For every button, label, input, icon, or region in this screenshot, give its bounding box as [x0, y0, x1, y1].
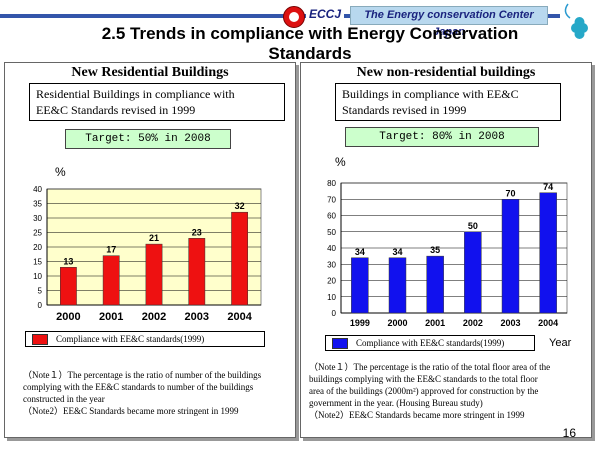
eccj-logo-icon [283, 6, 305, 28]
nonres-x-tick-label-1999: 1999 [350, 318, 370, 328]
nonres-bar-2002 [464, 231, 482, 314]
res-y-tick-label: 10 [33, 272, 42, 281]
res-data-label-2002: 21 [149, 233, 159, 243]
res-y-tick-label: 25 [33, 229, 42, 238]
nonres-y-tick-label: 70 [327, 195, 336, 204]
res-bar-2001 [102, 255, 120, 306]
org-name-badge: The Energy conservation Center Japan [350, 6, 548, 38]
nonres-data-label-2001: 35 [430, 245, 440, 255]
residential-desc-line1: Residential Buildings in compliance with [36, 87, 235, 101]
residential-desc-line2: EE&C Standards revised in 1999 [36, 103, 196, 117]
res-x-tick-label-2003: 2003 [185, 311, 209, 323]
res-y-tick-label: 5 [38, 287, 43, 296]
nonres-x-tick-label-2000: 2000 [387, 318, 407, 328]
nonres-y-tick-label: 40 [327, 244, 336, 253]
res-bar-2003 [188, 238, 206, 306]
nonres-y-tick-label: 80 [327, 179, 336, 188]
nonres-data-label-1999: 34 [355, 247, 365, 257]
nonresidential-notes: （Note１）The percentage is the ratio of th… [309, 361, 589, 421]
org-abbreviation: ECCJ [306, 7, 345, 21]
header-bar [0, 3, 560, 27]
nonres-bar-2003 [501, 199, 520, 314]
res-x-tick-label-2000: 2000 [56, 311, 80, 323]
nonres-bar-2001 [426, 255, 444, 314]
nonres-y-tick-label: 20 [327, 277, 336, 286]
res-x-tick-label-2002: 2002 [142, 311, 166, 323]
residential-note1-line2: complying with the EE&C standards to num… [23, 382, 254, 392]
nonres-x-tick-label-2004: 2004 [538, 318, 558, 328]
res-y-tick-label: 15 [33, 258, 42, 267]
residential-note1-line1: （Note１）The percentage is the ratio of nu… [23, 370, 262, 380]
res-bar-2002 [145, 243, 163, 306]
residential-legend: Compliance with EE&C standards(1999) [25, 331, 265, 347]
nonres-x-tick-label-2002: 2002 [463, 318, 483, 328]
nonres-data-label-2004: 74 [543, 182, 553, 192]
nonres-x-tick-label-2001: 2001 [425, 318, 445, 328]
nonres-y-tick-label: 50 [327, 228, 336, 237]
nonres-x-tick-label-2003: 2003 [500, 318, 520, 328]
res-y-tick-label: 40 [33, 185, 42, 194]
res-bar-2000 [60, 267, 77, 306]
nonresidential-chart: 0 10 20 30 40 50 60 70 80 34 1999 34 2000 35 2001 50 200… [327, 179, 568, 328]
nonresidential-x-label: Year [549, 337, 572, 349]
residential-chart: 0 5 10 15 20 25 30 35 40 13 2000 17 2001 21 2002 23 2003… [33, 185, 262, 323]
nonres-bar-1999 [351, 257, 369, 314]
residential-note2: （Note2）EE&C Standards became more string… [23, 406, 239, 416]
nonresidential-target: Target: 80% in 2008 [345, 127, 539, 147]
residential-y-unit: % [55, 165, 66, 179]
nonresidential-heading: New non-residential buildings [356, 65, 536, 80]
page-number: 16 [562, 426, 576, 440]
nonres-data-label-2000: 34 [392, 247, 402, 257]
nonresidential-note1-line1: （Note１）The percentage is the ratio of th… [309, 362, 551, 372]
nonres-data-label-2002: 50 [468, 221, 478, 231]
residential-description: Residential Buildings in compliance with… [29, 83, 285, 121]
residential-note1-line3: constructed in the year [23, 394, 105, 404]
nonresidential-note2: （Note2）EE&C Standards became more string… [309, 410, 525, 420]
nonresidential-note1-line2: buildings complying with the EE&C standa… [309, 374, 538, 384]
page-title: 2.5 Trends in compliance with Energy Con… [101, 24, 519, 63]
res-data-label-2000: 13 [63, 256, 73, 266]
res-bar-2004 [231, 211, 248, 306]
nonresidential-legend: Compliance with EE&C standards(1999) [325, 335, 535, 351]
res-y-tick-label: 30 [33, 214, 42, 223]
clover-icon [564, 3, 588, 39]
nonres-y-tick-label: 0 [332, 309, 337, 318]
nonresidential-note1-line4: government in the year. (Housing Bureau … [309, 398, 483, 408]
nonresidential-y-unit: % [335, 155, 346, 169]
res-y-tick-label: 20 [33, 243, 42, 252]
nonresidential-panel: New non-residential buildings Buildings … [300, 62, 592, 438]
residential-notes: （Note１）The percentage is the ratio of nu… [23, 369, 291, 417]
nonres-bar-2000 [388, 257, 407, 314]
res-y-tick-label: 0 [38, 301, 43, 310]
nonresidential-legend-label: Compliance with EE&C standards(1999) [356, 338, 505, 348]
nonres-data-label-2003: 70 [505, 188, 515, 198]
nonres-y-tick-label: 10 [327, 293, 336, 302]
res-data-label-2003: 23 [192, 227, 202, 237]
nonresidential-note1-line3: area of the buildings (2000m²) approved … [309, 386, 539, 396]
res-y-tick-label: 35 [33, 200, 42, 209]
nonresidential-legend-swatch [332, 338, 348, 350]
residential-legend-swatch [32, 334, 48, 346]
residential-heading: New Residential Buildings [71, 65, 229, 80]
nonresidential-desc-line1: Buildings in compliance with EE&C [342, 87, 519, 101]
nonresidential-desc-line2: Standards revised in 1999 [342, 103, 467, 117]
residential-legend-label: Compliance with EE&C standards(1999) [56, 334, 205, 344]
residential-target: Target: 50% in 2008 [65, 129, 231, 149]
res-x-tick-label-2001: 2001 [99, 311, 123, 323]
residential-panel: New Residential Buildings Residential Bu… [4, 62, 296, 438]
res-x-tick-label-2004: 2004 [227, 311, 252, 323]
res-data-label-2004: 32 [235, 201, 245, 211]
nonresidential-description: Buildings in compliance with EE&C Standa… [335, 83, 561, 121]
res-data-label-2001: 17 [106, 245, 116, 255]
nonres-y-tick-label: 60 [327, 212, 336, 221]
nonres-y-tick-label: 30 [327, 260, 336, 269]
nonres-bar-2004 [539, 192, 557, 314]
